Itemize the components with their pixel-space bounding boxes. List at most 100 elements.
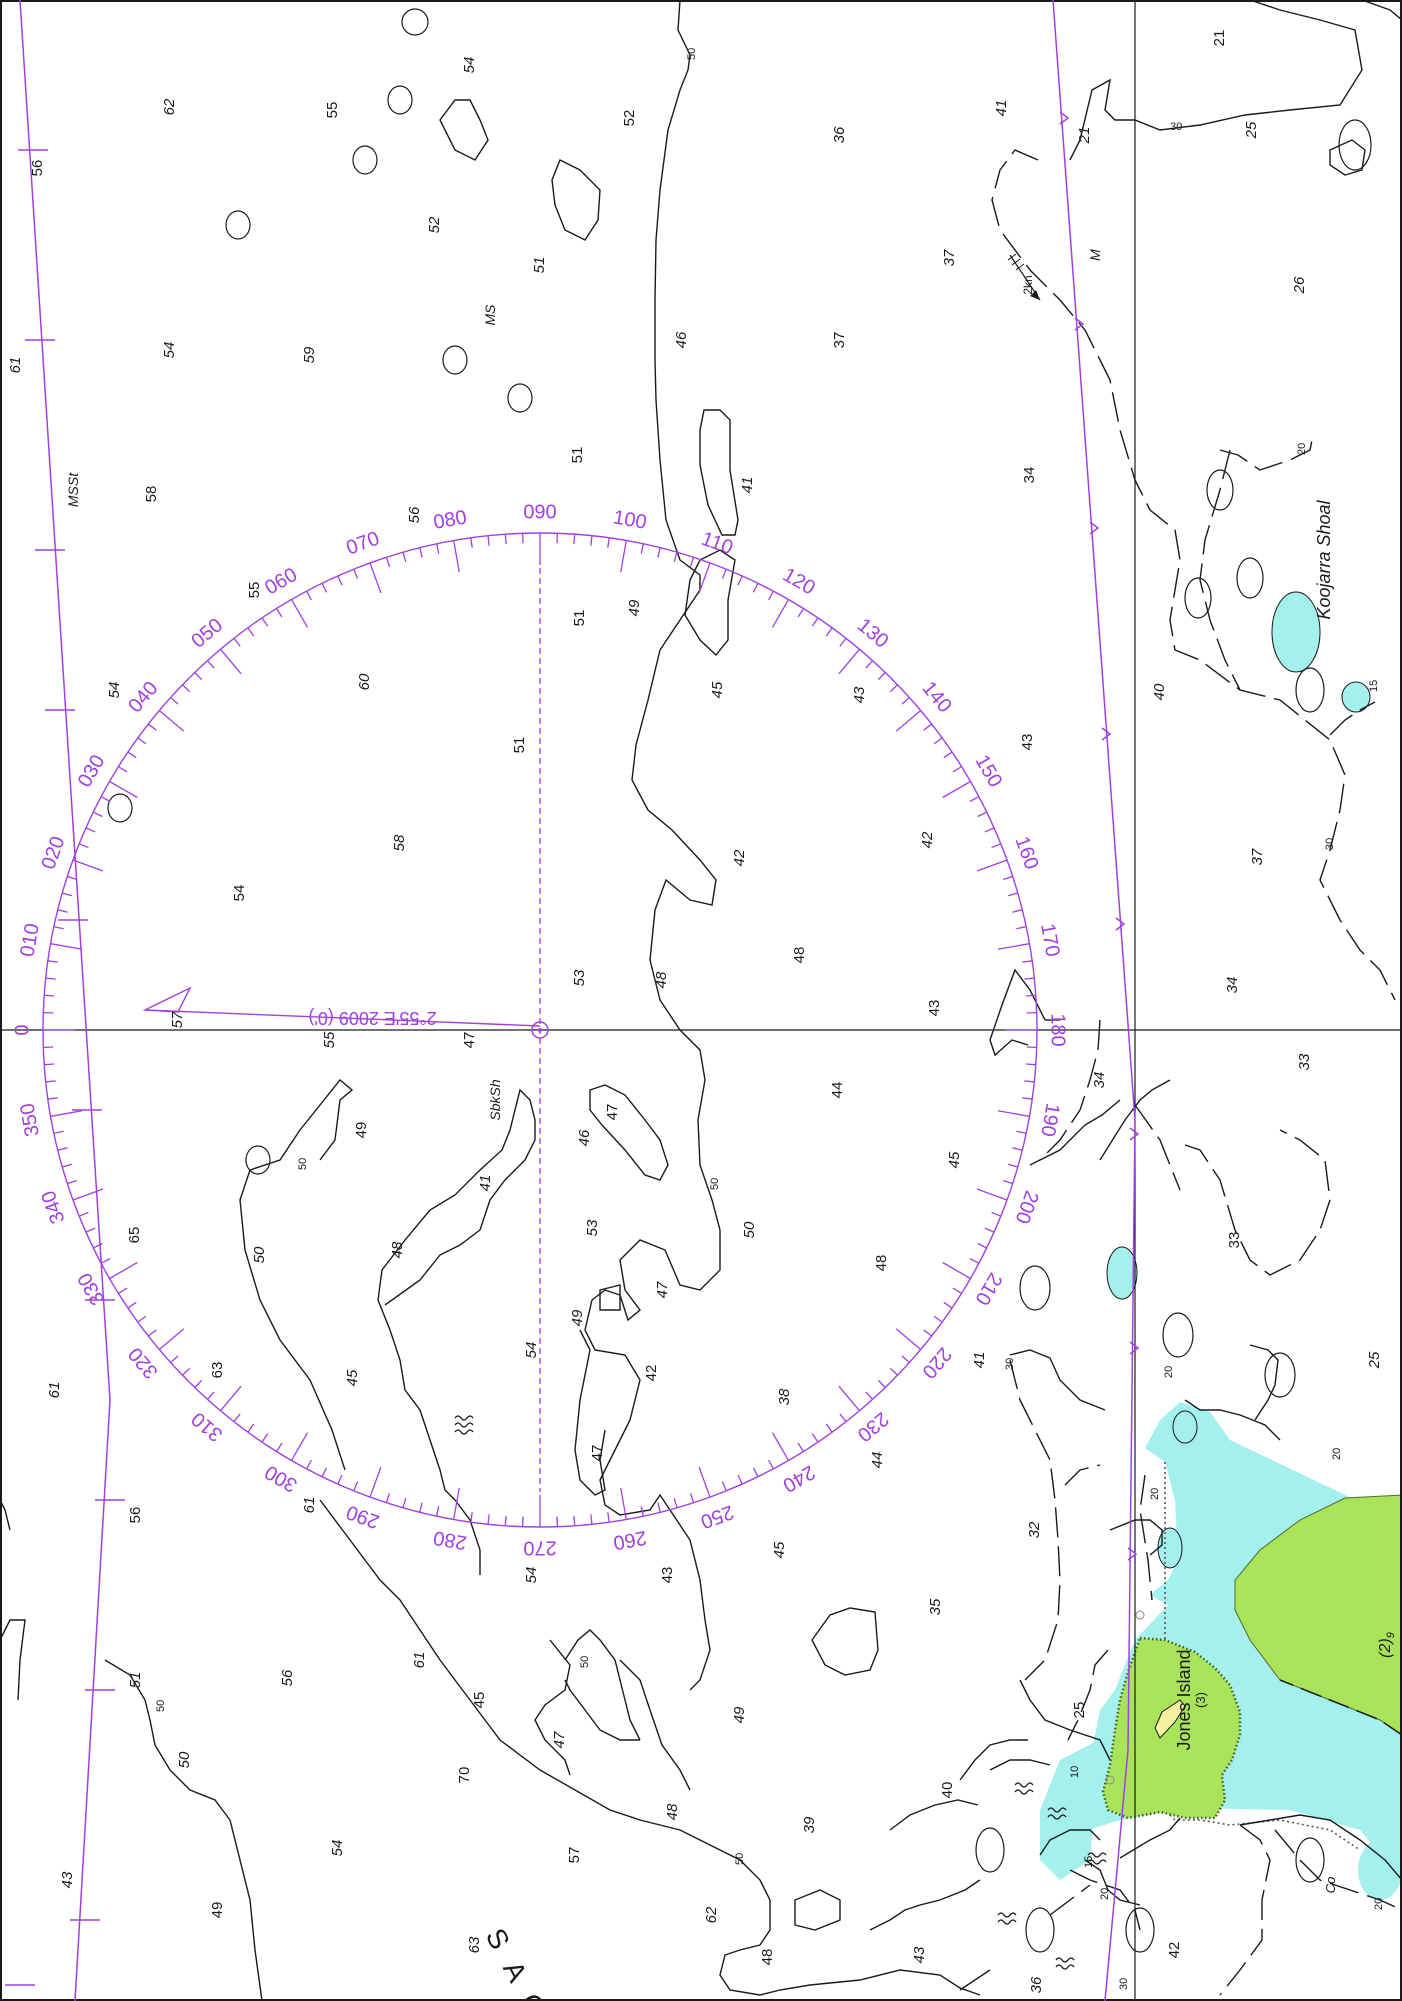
sounding: 49 [626, 599, 643, 616]
compass-tick [220, 1385, 242, 1412]
co-note: Co [1323, 1877, 1338, 1894]
sounding: 58 [391, 834, 408, 851]
sounding: 40 [939, 1782, 956, 1799]
sounding: 25 [1366, 1351, 1383, 1369]
svg-text:30: 30 [1170, 121, 1182, 133]
compass-tick [573, 534, 576, 545]
compass-tick [942, 780, 971, 799]
sounding: 57 [169, 1011, 186, 1028]
dashed-contours [991, 149, 1402, 1996]
sounding: 61 [46, 1382, 63, 1399]
compass-label: 190 [1036, 1102, 1063, 1139]
compass-label: 060 [261, 564, 301, 600]
compass-tick [321, 1467, 328, 1477]
sounding: 56 [279, 1669, 296, 1686]
compass-tick [573, 1515, 576, 1526]
jones-island-label: Jones Island [1174, 1649, 1194, 1750]
compass-tick [1016, 1130, 1027, 1134]
compass-tick [369, 562, 382, 594]
sounding: 54 [461, 57, 478, 74]
compass-tick [436, 543, 440, 554]
compass-tick [85, 827, 96, 833]
compass-tick [85, 1227, 96, 1233]
magnetic-north-line [144, 1009, 541, 1027]
compass-tick [385, 557, 391, 568]
compass-tick [44, 1063, 55, 1066]
compass-tick [877, 672, 886, 681]
sounding: 43 [911, 1946, 928, 1963]
compass-label: 120 [779, 564, 819, 600]
compass-label: 050 [187, 614, 227, 652]
compass-tick [838, 1385, 860, 1412]
compass-tick [942, 1261, 971, 1280]
sounding: 26 [1291, 276, 1308, 294]
compass-tick [78, 1211, 89, 1217]
compass-tick [321, 583, 328, 593]
compass-tick [93, 1242, 103, 1249]
svg-text:50: 50 [579, 1656, 591, 1668]
sounding: 34 [1224, 977, 1241, 994]
sounding: 49 [209, 1902, 226, 1919]
sounding: 49 [569, 1309, 586, 1326]
sounding: 46 [576, 1129, 593, 1146]
compass-tick [337, 1474, 343, 1485]
compass-tick [45, 977, 56, 980]
sounding: 59 [301, 346, 318, 363]
sounding: 43 [926, 1000, 943, 1017]
compass-tick [943, 1301, 953, 1309]
compass-tick [839, 637, 847, 647]
compass-tick [977, 811, 987, 818]
compass-label: 200 [1010, 1188, 1042, 1227]
svg-text:20: 20 [1296, 443, 1308, 455]
compass-tick [698, 562, 711, 594]
compass-tick [109, 1261, 138, 1280]
sounding: 54 [523, 1342, 540, 1359]
compass-label: 140 [917, 677, 955, 717]
compass-tick [640, 543, 644, 554]
sounding: 25 [1071, 1702, 1088, 1719]
sounding: 41 [971, 1352, 988, 1369]
svg-text:30: 30 [1004, 1358, 1016, 1370]
sounding: 43 [851, 686, 868, 703]
compass-label: 220 [917, 1343, 955, 1383]
compass-label: 080 [432, 506, 469, 533]
svg-text:20: 20 [1163, 1366, 1175, 1378]
compass-tick [1012, 909, 1023, 913]
sounding: 40 [1151, 683, 1168, 700]
compass-tick [158, 710, 185, 732]
compass-tick [1007, 892, 1018, 897]
compass-tick [1016, 926, 1027, 930]
sounding: 54 [106, 682, 123, 699]
compass-rose: 0 010 020 030 040 050 060 070 080 090 100 110 120 130… [11, 501, 1068, 1558]
compass-tick [247, 627, 255, 637]
compass-center [531, 1021, 549, 1039]
compass-tick [170, 696, 179, 705]
compass-label: 250 [698, 1500, 737, 1532]
compass-tick [797, 608, 804, 618]
compass-tick [657, 1502, 661, 1513]
sounding: 56 [29, 160, 46, 177]
compass-tick [62, 892, 73, 897]
sounding: 50 [251, 1246, 268, 1263]
sounding: 51 [569, 447, 586, 464]
compass-tick [698, 1466, 711, 1498]
compass-tick [93, 811, 103, 818]
compass-tick [721, 1481, 727, 1492]
compass-label: 260 [612, 1526, 649, 1553]
route-chevrons [1059, 111, 1140, 1561]
compass-tick [969, 796, 980, 802]
compass-tick [838, 648, 860, 675]
compass-tick [889, 684, 898, 693]
compass-label: 010 [16, 922, 43, 959]
sounding: 55 [321, 1031, 338, 1048]
compass-tick [768, 1459, 774, 1470]
compass-tick [487, 535, 490, 546]
compass-label: 150 [970, 751, 1006, 791]
compass-tick [768, 590, 774, 601]
sounding: 49 [353, 1122, 370, 1139]
compass-tick [901, 1355, 910, 1364]
sounding: 41 [739, 477, 756, 494]
compass-tick [72, 859, 104, 872]
sounding: 44 [869, 1452, 886, 1469]
